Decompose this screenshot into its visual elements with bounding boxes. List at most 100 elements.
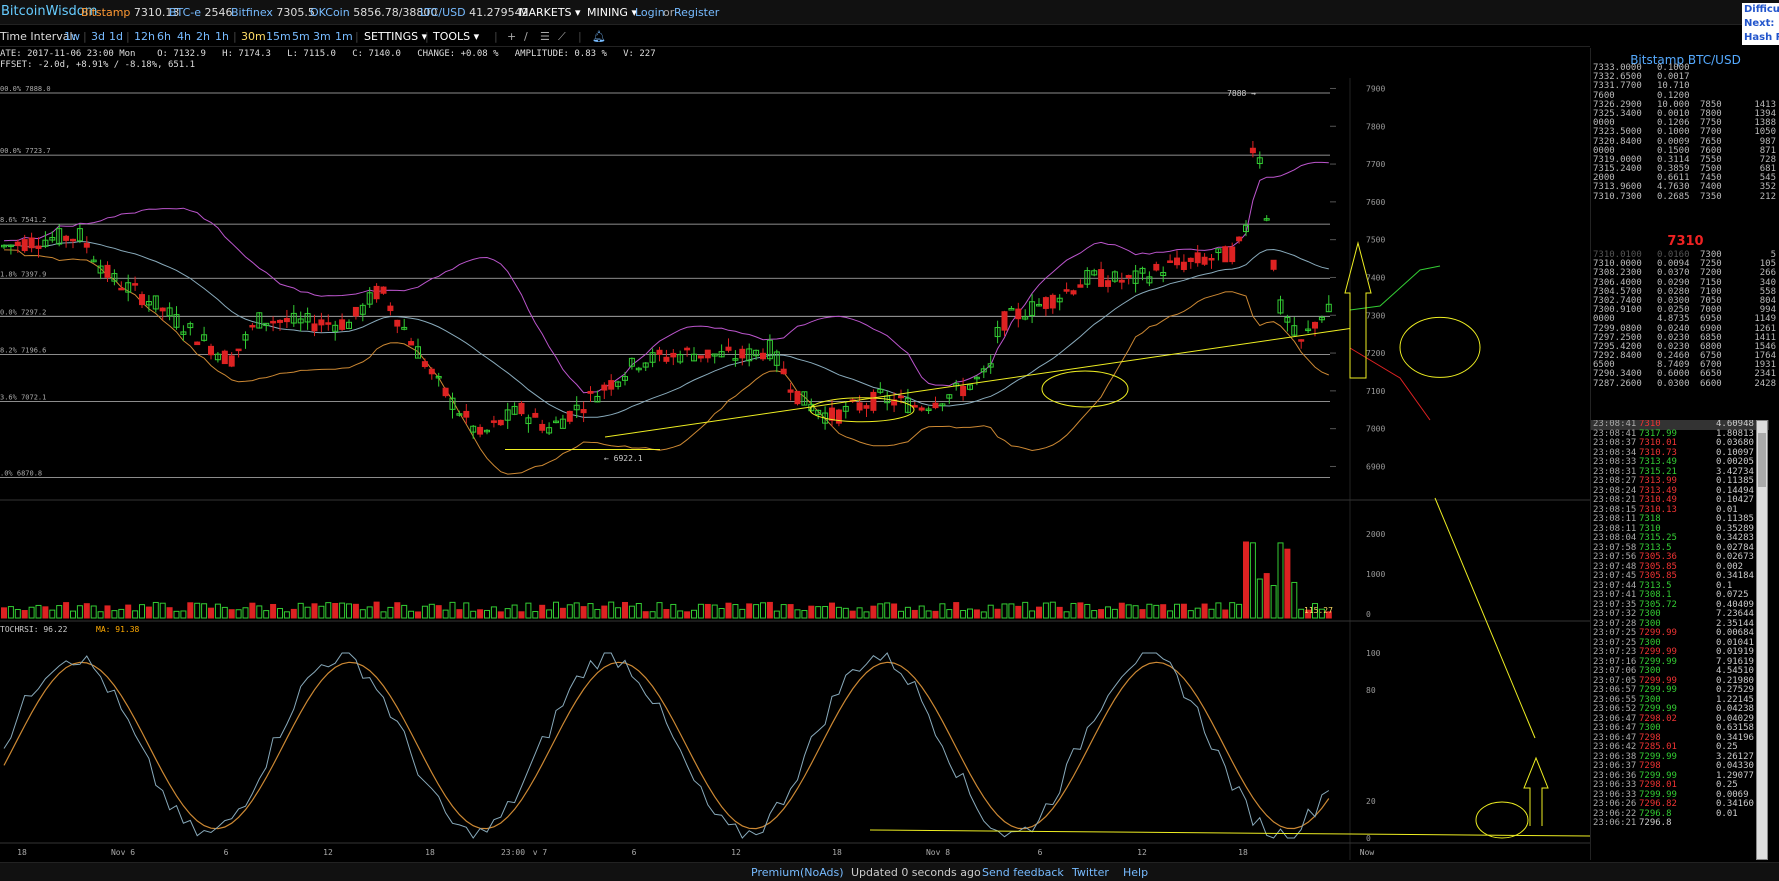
order-row: 7287.2600 0.0300 6600 2428 (1593, 378, 1776, 389)
candle-body (1105, 280, 1111, 287)
candle-body (332, 324, 339, 332)
interval-6h[interactable]: 6h (157, 30, 171, 43)
volume-bar (960, 609, 967, 619)
volume-bar (967, 608, 973, 619)
volume-bar (421, 605, 428, 619)
ticker-bitfinex[interactable]: Bitfinex 7305.5 (231, 6, 315, 19)
fan-tool-icon[interactable]: ⟋ (558, 30, 566, 43)
interval-30m[interactable]: 30m (241, 30, 266, 43)
site-logo[interactable]: BitcoinWisdom (1, 4, 98, 19)
candle-body (35, 245, 42, 249)
trendline (604, 327, 1351, 438)
volume-bar (56, 605, 63, 619)
candle-body (1077, 284, 1084, 288)
time-axis-label: Now (1360, 848, 1375, 857)
candle-body (898, 395, 904, 399)
candle-body (1146, 276, 1153, 284)
interval-3d[interactable]: 3d (91, 30, 105, 43)
volume-bar (870, 605, 877, 619)
volume-bar (946, 609, 953, 619)
order-row: 7308.2300 0.0370 7200 266 (1593, 268, 1776, 279)
ticker-bitstamp[interactable]: Bitstamp 7310.13 (81, 6, 180, 19)
stochrsi-ma-line (3, 661, 1330, 830)
candle-body (1056, 297, 1063, 303)
volume-bar (242, 607, 249, 619)
time-axis-label: 18 (832, 848, 842, 857)
candle-body (408, 341, 415, 346)
price-tick-label: 7200 (1366, 349, 1385, 358)
volume-bar (801, 610, 808, 619)
twitter-link[interactable]: Twitter (1072, 866, 1109, 879)
order-row: 7306.4000 0.0290 7150 340 (1593, 277, 1776, 288)
order-row: 7331.7700 10.710 (1593, 81, 1690, 92)
volume-bar (587, 603, 594, 619)
volume-bar (1305, 609, 1312, 619)
price-tick-label: 7600 (1366, 198, 1385, 207)
trades-scrollbar[interactable] (1756, 420, 1768, 860)
ticker-ltcusd[interactable]: LTC/USD 41.279542 (420, 6, 529, 19)
volume-bar (753, 604, 760, 619)
settings-menu[interactable]: SETTINGS ▾ (364, 30, 428, 43)
candle-body (766, 339, 773, 360)
interval-1d[interactable]: 1d (109, 30, 123, 43)
volume-bar (1249, 542, 1256, 619)
markets-menu[interactable]: MARKETS ▾ (519, 6, 581, 19)
ticker-btce[interactable]: BTC-e 2546 (169, 6, 233, 19)
volume-bar (842, 607, 849, 619)
candle-body (359, 304, 366, 315)
interval-2h[interactable]: 2h (196, 30, 210, 43)
order-row: 6500 8.7409 6700 1931 (1593, 360, 1776, 371)
volume-bar (718, 607, 725, 619)
trade-row: 23:08:37 7310.01 0.03680 (1593, 438, 1754, 448)
login-link[interactable]: Login (635, 6, 665, 19)
mining-menu[interactable]: MINING ▾ (587, 6, 637, 19)
fib-label: 8.2% 7196.6 (0, 346, 46, 354)
candle-body (1318, 316, 1325, 321)
volume-bar (201, 603, 208, 619)
volume-bar (484, 609, 490, 619)
line-tool-icon[interactable]: / (524, 30, 528, 43)
interval-12h[interactable]: 12h (134, 30, 155, 43)
tools-menu[interactable]: TOOLS ▾ (433, 30, 480, 43)
ticker-okcoin[interactable]: OKCoin 5856.78/38800 (310, 6, 438, 19)
volume-bar (1215, 602, 1222, 619)
interval-1w[interactable]: 1w (64, 30, 80, 43)
trade-row: 23:08:31 7315.21 3.42734 (1593, 466, 1754, 477)
candle-body (553, 420, 559, 424)
crosshair-tool-icon[interactable]: + (507, 30, 517, 43)
candle-body (863, 405, 870, 409)
candle-body (125, 282, 132, 293)
trade-row: 23:08:15 7310.13 0.01 (1593, 504, 1738, 515)
interval-3m[interactable]: 3m (313, 30, 331, 43)
interval-4h[interactable]: 4h (177, 30, 191, 43)
interval-5m[interactable]: 5m (292, 30, 310, 43)
order-row: 7333.0000 0.1000 (1593, 63, 1690, 73)
volume-bar (973, 609, 980, 619)
candle-body (339, 319, 346, 330)
candle-body (1229, 246, 1236, 263)
candle-body (1249, 147, 1256, 154)
volume-bar (1298, 608, 1305, 619)
interval-15m[interactable]: 15m (266, 30, 291, 43)
price-chart[interactable]: 7900 7800 7700 7600 7500 7400 7300 7200 7100 7000… (0, 48, 1590, 860)
candle-body (932, 402, 939, 409)
feedback-link[interactable]: Send feedback (982, 866, 1064, 879)
candle-body (1091, 270, 1098, 276)
help-link[interactable]: Help (1123, 866, 1149, 879)
premium-link[interactable]: Premium(NoAds) (751, 866, 844, 879)
volume-bar (504, 608, 511, 619)
register-link[interactable]: Register (674, 6, 720, 19)
interval-1m[interactable]: 1m (335, 30, 353, 43)
candle-body (63, 235, 70, 241)
candle-body (76, 228, 83, 242)
fib-tool-icon[interactable]: ☰ (540, 30, 550, 43)
interval-1h[interactable]: 1h (215, 30, 229, 43)
candle-body (290, 312, 297, 324)
volume-bar (953, 602, 960, 619)
candle-body (566, 410, 573, 422)
candle-body (352, 306, 359, 317)
volume-bar (152, 601, 159, 619)
volume-bar (228, 609, 235, 619)
bell-icon[interactable]: 🔔︎ (592, 30, 606, 43)
